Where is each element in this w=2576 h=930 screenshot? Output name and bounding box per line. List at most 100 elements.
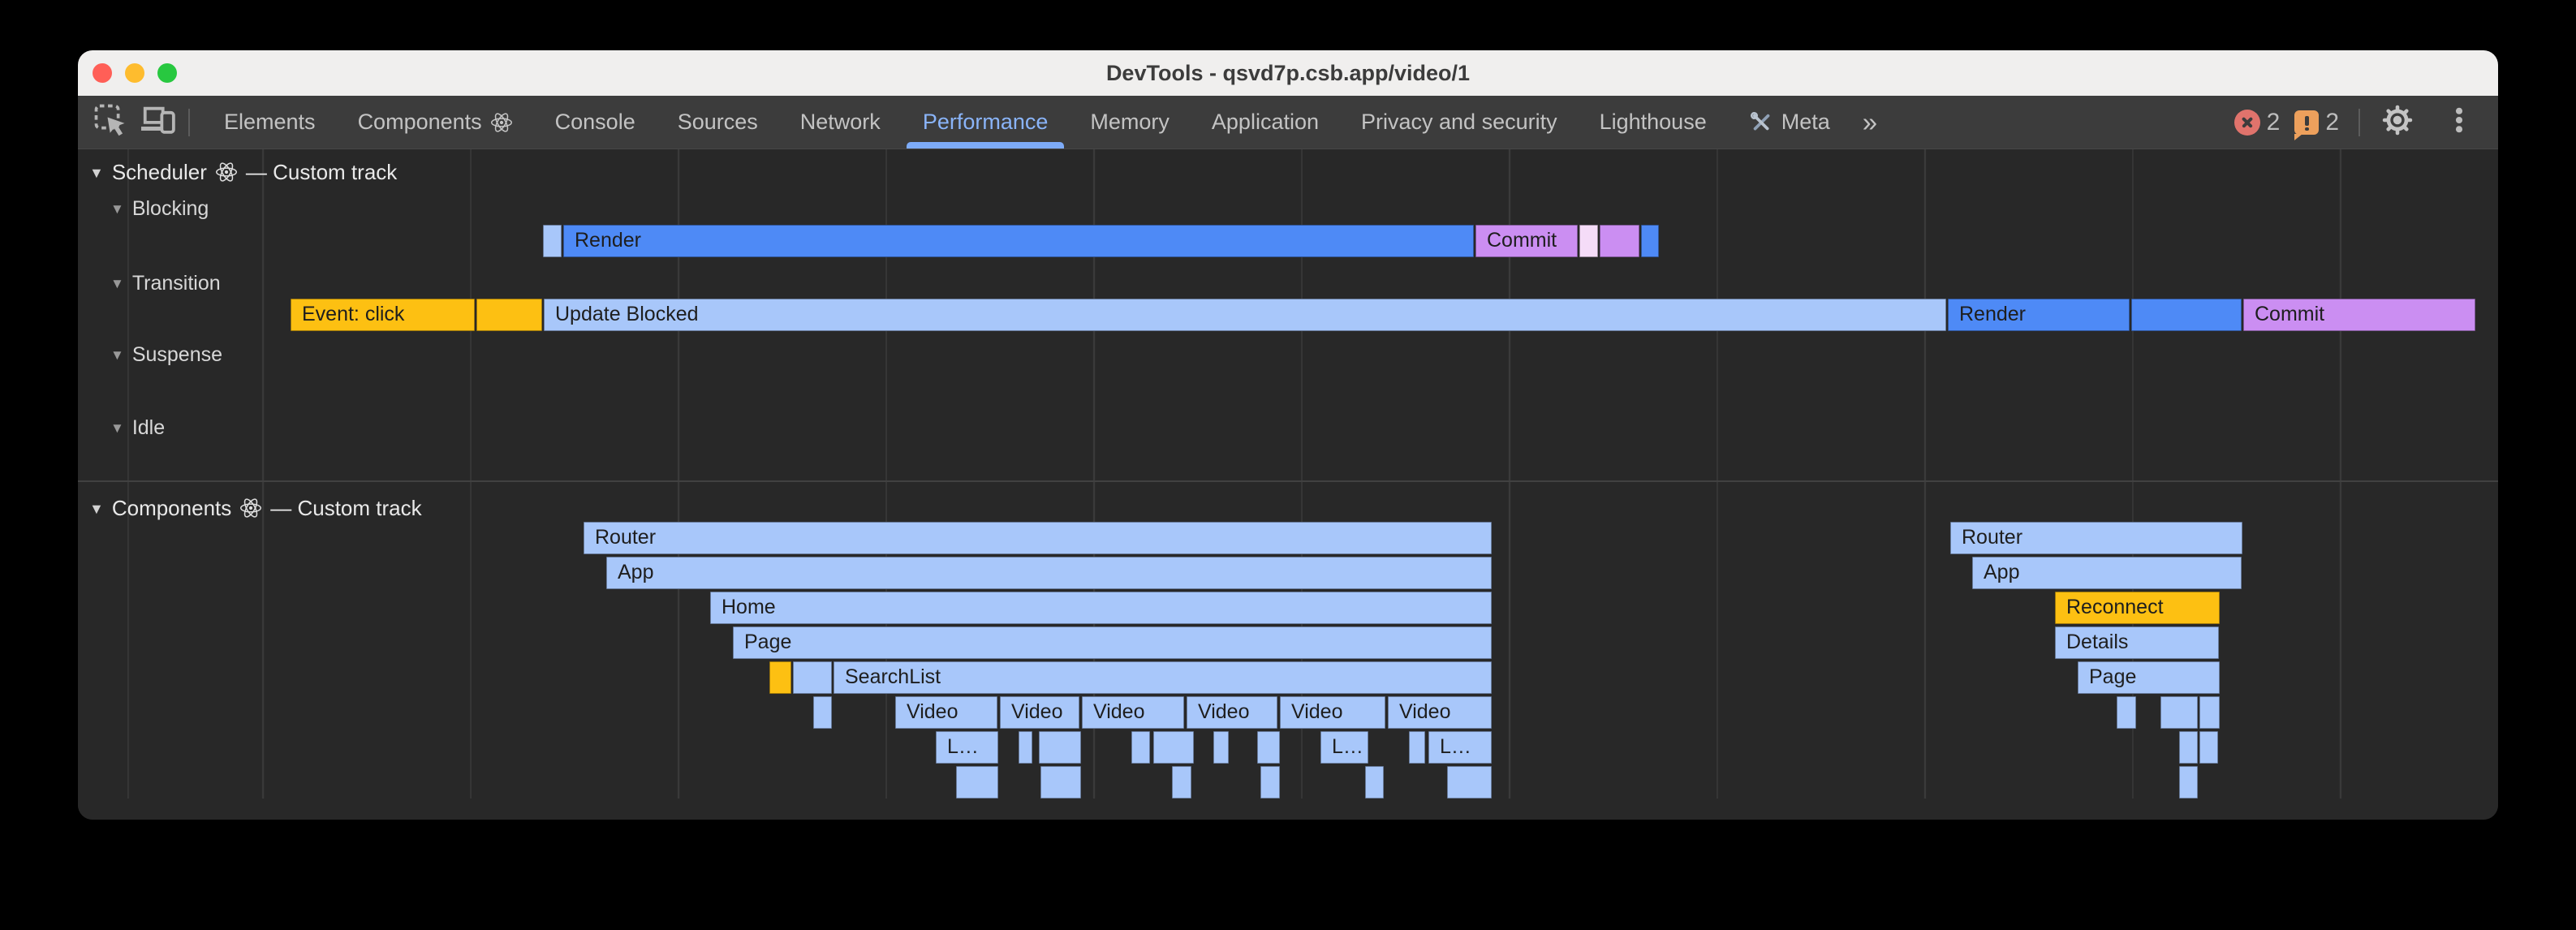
flame-bar-render[interactable]: Render — [563, 225, 1474, 257]
zoom-window-button[interactable] — [157, 63, 177, 83]
three-dot-menu-icon — [2445, 105, 2474, 139]
flame-bar-router[interactable]: Router — [584, 522, 1492, 554]
tab-components[interactable]: Components — [337, 96, 534, 149]
flame-bar[interactable] — [2131, 299, 2242, 331]
toolbar-divider — [188, 108, 190, 136]
tab-console[interactable]: Console — [534, 96, 657, 149]
react-atom-icon — [215, 161, 238, 183]
more-tabs-button[interactable]: » — [1862, 106, 1880, 137]
collapse-triangle-icon: ▼ — [110, 347, 124, 363]
collapse-triangle-icon: ▼ — [89, 164, 104, 181]
settings-button[interactable] — [2380, 105, 2415, 140]
tab-label: Meta — [1781, 110, 1830, 134]
flame-bar[interactable] — [2199, 731, 2218, 764]
flame-bar[interactable] — [1131, 731, 1150, 764]
lane-label-blocking[interactable]: ▼ Blocking — [110, 196, 209, 221]
minimize-window-button[interactable] — [125, 63, 144, 83]
tab-performance[interactable]: Performance — [902, 96, 1070, 149]
flame-bar-commit[interactable]: Commit — [1475, 225, 1578, 257]
lane-label-text: Suspense — [131, 342, 223, 366]
scheduler-track-header[interactable]: ▼ Scheduler — Custom track — [89, 159, 397, 185]
inspect-element-button[interactable] — [93, 104, 128, 140]
flame-bar-page[interactable]: Page — [733, 626, 1492, 659]
flame-bar-app[interactable]: App — [1972, 557, 2242, 589]
track-suffix: — Custom track — [245, 159, 398, 184]
flame-bar[interactable] — [1447, 766, 1492, 799]
lane-label-suspense[interactable]: ▼ Suspense — [110, 342, 222, 367]
flame-bar[interactable] — [1153, 731, 1194, 764]
flame-bar-details[interactable]: Details — [2055, 626, 2219, 659]
console-errors-badge[interactable]: 2 — [2234, 109, 2280, 136]
window-titlebar: DevTools - qsvd7p.csb.app/video/1 — [78, 50, 2498, 96]
toggle-device-toolbar-button[interactable] — [140, 105, 175, 140]
flame-bar[interactable] — [2179, 766, 2198, 799]
flame-bar[interactable] — [543, 225, 562, 257]
flame-bar[interactable] — [2179, 731, 2198, 764]
flame-bar[interactable] — [1039, 731, 1081, 764]
active-tab-underline — [906, 142, 1065, 149]
flame-bar-home[interactable]: Home — [710, 592, 1492, 624]
panel-tabs: Elements Components Console Sources Network P… — [203, 96, 1851, 149]
flame-bar[interactable] — [1213, 731, 1229, 764]
tools-icon — [1749, 110, 1773, 135]
flame-bar-l[interactable]: L… — [1320, 731, 1368, 764]
flame-bar[interactable] — [956, 766, 998, 799]
flame-bar-video[interactable]: Video — [1082, 696, 1184, 729]
flame-bar[interactable] — [2199, 696, 2220, 729]
flame-bar-page[interactable]: Page — [2078, 661, 2220, 694]
flame-bar-video[interactable]: Video — [1000, 696, 1079, 729]
flame-bar[interactable] — [476, 299, 542, 331]
traffic-lights — [93, 63, 177, 83]
flame-bar-video[interactable]: Video — [1280, 696, 1385, 729]
flame-bar-reconnect[interactable]: Reconnect — [2055, 592, 2220, 624]
flame-bar[interactable] — [793, 661, 832, 694]
tab-meta[interactable]: Meta — [1728, 96, 1851, 149]
close-window-button[interactable] — [93, 63, 112, 83]
flame-bar-video[interactable]: Video — [895, 696, 997, 729]
tab-lighthouse[interactable]: Lighthouse — [1579, 96, 1728, 149]
lane-label-idle[interactable]: ▼ Idle — [110, 415, 165, 440]
track-title: Scheduler — [111, 159, 207, 184]
collapse-triangle-icon: ▼ — [110, 276, 124, 291]
tab-network[interactable]: Network — [779, 96, 902, 149]
flame-bar-l[interactable]: L… — [1428, 731, 1492, 764]
flame-bar[interactable] — [1040, 766, 1081, 799]
tab-label: Performance — [922, 110, 1049, 134]
flame-bar-searchlist[interactable]: SearchList — [834, 661, 1492, 694]
components-track-header[interactable]: ▼ Components — Custom track — [89, 495, 422, 521]
tab-sources[interactable]: Sources — [657, 96, 779, 149]
devtools-window: DevTools - qsvd7p.csb.app/video/1 Elemen… — [78, 50, 2498, 820]
tab-memory[interactable]: Memory — [1069, 96, 1191, 149]
toolbar-right-cluster: 2 2 — [2234, 105, 2477, 140]
tab-privacy-and-security[interactable]: Privacy and security — [1340, 96, 1579, 149]
flame-bar[interactable] — [813, 696, 832, 729]
flame-bar[interactable] — [1257, 731, 1280, 764]
console-warnings-badge[interactable]: 2 — [2294, 109, 2339, 140]
flame-bar[interactable] — [1600, 225, 1639, 257]
flame-bar-video[interactable]: Video — [1388, 696, 1492, 729]
flame-bar[interactable] — [769, 661, 791, 694]
flame-bar-event-click[interactable]: Event: click — [291, 299, 475, 331]
tab-application[interactable]: Application — [1191, 96, 1340, 149]
flame-bar-render[interactable]: Render — [1948, 299, 2130, 331]
flame-bar[interactable] — [2160, 696, 2198, 729]
flame-bar[interactable] — [1260, 766, 1280, 799]
flame-bar[interactable] — [1579, 225, 1598, 257]
tab-elements[interactable]: Elements — [203, 96, 337, 149]
flame-bar-router[interactable]: Router — [1950, 522, 2242, 554]
flame-bar-commit[interactable]: Commit — [2243, 299, 2475, 331]
flame-bar[interactable] — [1172, 766, 1191, 799]
flame-bar[interactable] — [1365, 766, 1384, 799]
error-icon — [2234, 109, 2260, 136]
flame-bar[interactable] — [1019, 731, 1032, 764]
flame-bar[interactable] — [1409, 731, 1425, 764]
flame-bar-app[interactable]: App — [606, 557, 1492, 589]
flame-bar[interactable] — [2117, 696, 2136, 729]
flame-bar-l[interactable]: L… — [936, 731, 998, 764]
lane-label-transition[interactable]: ▼ Transition — [110, 271, 221, 295]
flame-bar-update-blocked[interactable]: Update Blocked — [544, 299, 1946, 331]
customize-devtools-button[interactable] — [2441, 105, 2477, 140]
collapse-triangle-icon: ▼ — [89, 500, 104, 517]
flame-bar[interactable] — [1641, 225, 1659, 257]
flame-bar-video[interactable]: Video — [1187, 696, 1277, 729]
